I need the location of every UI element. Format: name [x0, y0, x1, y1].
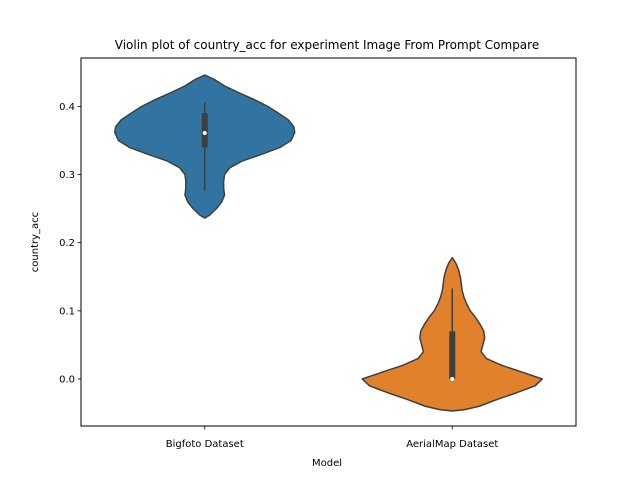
- y-tick-label: 0.0: [59, 374, 75, 385]
- y-axis-label: country_acc: [30, 212, 41, 272]
- plot-frame: [80, 57, 577, 427]
- y-tick-label: 0.2: [59, 238, 75, 249]
- violin-layer: [114, 74, 543, 412]
- x-tick-label: Bigfoto Dataset: [166, 439, 244, 450]
- y-tick-label: 0.3: [59, 170, 75, 181]
- violin-median: [202, 130, 207, 135]
- y-tick-label: 0.4: [59, 102, 75, 113]
- y-axis: 0.0 0.1 0.2 0.3 0.4: [59, 102, 81, 385]
- x-axis: Bigfoto Dataset AerialMap Dataset: [166, 426, 498, 450]
- violin-box: [449, 331, 456, 379]
- x-axis-label: Model: [312, 458, 342, 469]
- chart-title: Violin plot of country_acc for experimen…: [115, 38, 539, 52]
- x-tick-label: AerialMap Dataset: [406, 439, 498, 450]
- y-tick-label: 0.1: [59, 306, 75, 317]
- violin-median: [450, 376, 455, 381]
- violin-box: [201, 113, 208, 148]
